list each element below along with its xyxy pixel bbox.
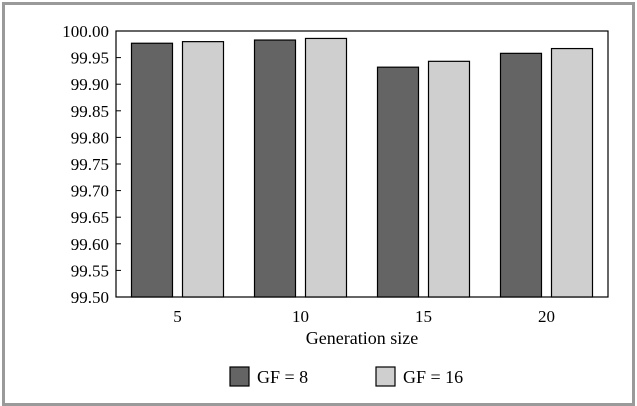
bars [130,37,594,298]
y-tick-label: 99.60 [71,235,109,254]
y-tick-label: 99.50 [71,288,109,307]
y-tick-label: 99.55 [71,261,109,280]
x-tick-label: 20 [538,307,555,326]
legend-label-gf8: GF = 8 [257,367,308,387]
bar-gf16-20 [550,47,594,298]
legend-swatch-gf16 [375,366,396,387]
y-tick-label: 99.75 [71,155,109,174]
bar-gf8-15 [376,66,420,298]
x-tick-label: 10 [292,307,309,326]
bar-gf16-5 [181,41,225,298]
y-tick-label: 99.90 [71,75,109,94]
bar-gf8-20 [499,52,543,298]
x-axis: 5 10 15 20 [173,307,555,326]
x-tick-label: 5 [173,307,182,326]
y-axis: 100.00 99.95 99.90 99.85 99.80 99.75 99.70 99.6… [62,22,121,307]
bar-gf8-5 [130,42,174,298]
legend-swatch-gf8 [229,366,250,387]
y-tick-label: 99.80 [71,128,109,147]
x-tick-label: 15 [415,307,432,326]
bar-gf16-10 [304,37,348,298]
y-tick-label: 99.65 [71,208,109,227]
y-tick-label: 99.70 [71,182,109,201]
y-tick-label: 99.95 [71,49,109,68]
y-tick-label: 100.00 [62,22,109,41]
legend: GF = 8 GF = 16 [229,366,463,387]
x-axis-title: Generation size [306,328,418,348]
y-tick-label: 99.85 [71,102,109,121]
bar-gf8-10 [253,39,297,298]
legend-label-gf16: GF = 16 [403,367,463,387]
bar-gf16-15 [427,60,471,298]
